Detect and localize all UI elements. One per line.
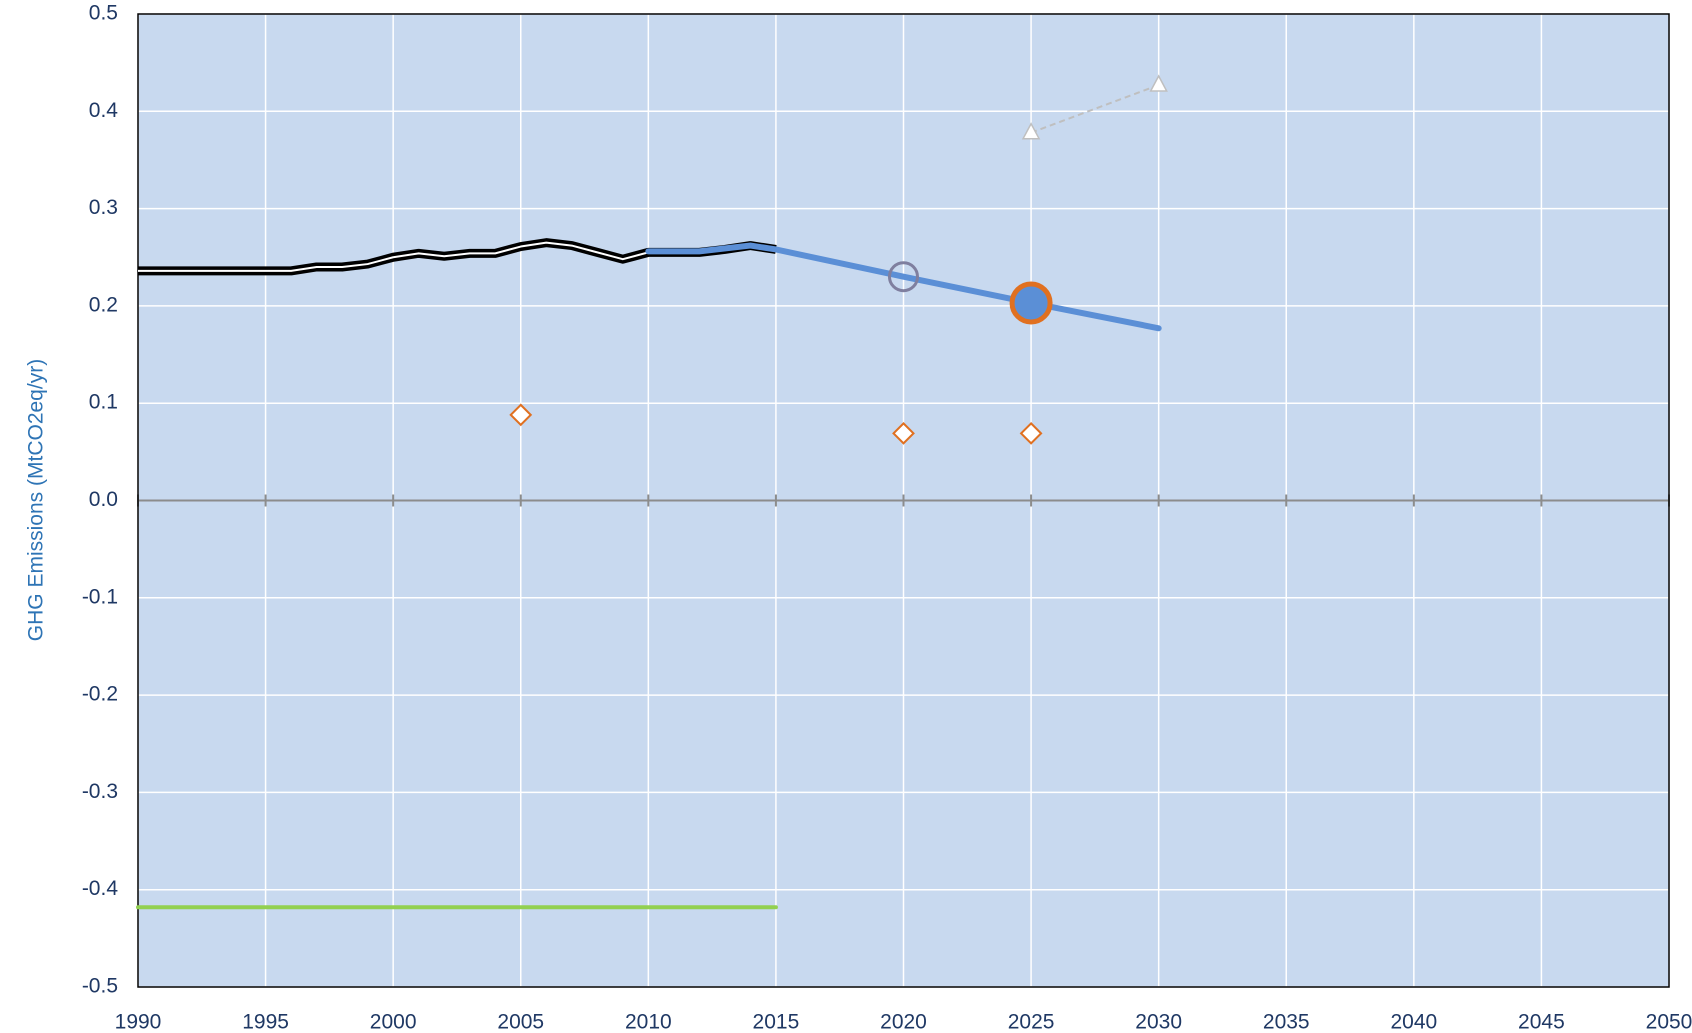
x-tick-label: 2050 [1646, 1011, 1692, 1033]
x-tick-label: 1995 [242, 1011, 289, 1033]
x-tick-label: 2030 [1135, 1011, 1182, 1033]
marker [888, 261, 919, 293]
marker [1019, 421, 1043, 445]
x-tick-label: 2005 [497, 1011, 544, 1033]
x-tick-label: 2010 [625, 1011, 672, 1033]
marker [892, 421, 915, 445]
y-tick-label: 0.4 [89, 99, 119, 122]
marker [1021, 122, 1041, 140]
x-tick-label: 1990 [115, 1011, 162, 1033]
y-tick-label: 0.2 [89, 293, 118, 316]
x-tick-label: 2015 [753, 1011, 800, 1033]
marker [1009, 281, 1053, 325]
x-tick-label: 2000 [370, 1011, 417, 1033]
plot-border [137, 13, 1670, 988]
y-tick-label: -0.3 [82, 780, 118, 803]
y-tick-label: 0.3 [89, 196, 118, 219]
y-tick-label: 0.0 [89, 488, 118, 511]
x-tick-label: 2025 [1008, 1011, 1055, 1033]
y-tick-label: 0.5 [89, 2, 118, 25]
y-tick-label: -0.5 [82, 975, 118, 998]
marker [1149, 74, 1168, 92]
y-tick-label: -0.1 [82, 585, 118, 608]
x-tick-label: 2045 [1518, 1011, 1565, 1033]
y-tick-label: 0.1 [89, 391, 118, 414]
x-tick-label: 2040 [1390, 1011, 1437, 1033]
x-tick-label: 2020 [880, 1011, 927, 1033]
y-axis-title: GHG Emissions (MtCO2eq/yr) [25, 359, 48, 641]
y-tick-label: -0.4 [82, 877, 119, 900]
series-line [1030, 84, 1160, 134]
marker [509, 403, 533, 427]
y-tick-label: -0.2 [82, 683, 118, 706]
x-tick-label: 2035 [1263, 1011, 1310, 1033]
